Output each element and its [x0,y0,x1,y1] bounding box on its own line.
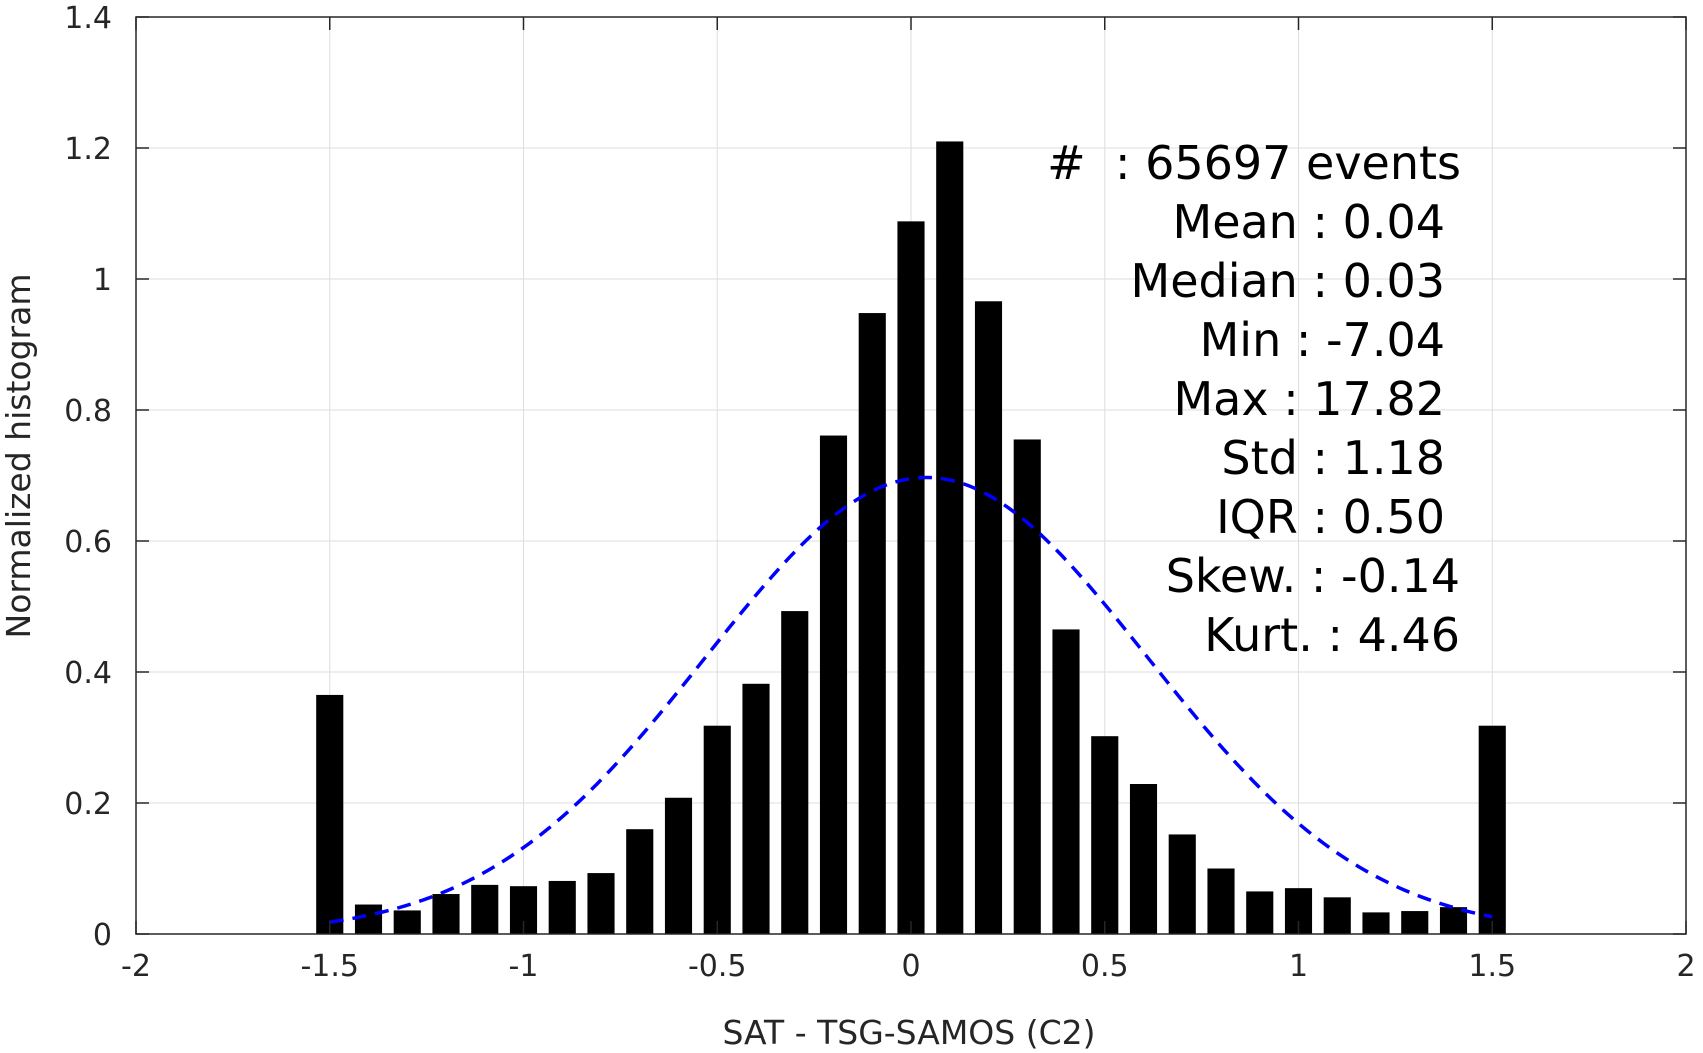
tick-labels: -2 -1.5 -1 -0.5 0 0.5 1 1.5 2 0 0.2 0.4 0.6 0.8 1 1.2 1.… [64,1,1695,984]
axes [135,16,1687,935]
histogram-bar [471,884,499,934]
y-axis-label: Normalized histogram [0,274,38,639]
x-tick-label: 1.5 [1468,949,1516,984]
histogram-bar [316,694,344,934]
x-tick-label: -1 [509,949,539,984]
histogram-bar [664,797,693,934]
stat-mean: Mean : 0.04 [1173,195,1446,249]
histogram-bar [897,221,925,935]
x-tick-label: -0.5 [688,949,747,984]
histogram-bar [742,683,770,934]
histogram-bar [1013,439,1041,934]
y-tick-label: 1.2 [64,132,112,167]
histogram-bar [587,873,615,934]
histogram-bar [1362,912,1390,934]
histogram-bar [354,904,383,934]
x-tick-label: -1.5 [300,949,359,984]
stat-std: Std : 1.18 [1221,431,1445,485]
histogram-bar [781,611,809,934]
x-tick-label: 0 [901,949,920,984]
y-tick-label: 1 [93,263,112,298]
x-tick-label: 2 [1676,949,1695,984]
y-tick-label: 0 [93,918,112,953]
stat-kurt: Kurt. : 4.46 [1204,608,1460,662]
histogram-bar [703,725,731,934]
stats-annotation: # : 65697 events Mean : 0.04 Median : 0.… [1047,136,1461,662]
histogram-bar [1401,911,1429,934]
histogram-bar [1052,629,1080,934]
y-tick-label: 0.4 [64,656,112,691]
y-tick-label: 1.4 [64,1,112,36]
y-tick-label: 0.8 [64,394,112,429]
stat-skew: Skew. : -0.14 [1166,549,1460,603]
y-tick-label: 0.6 [64,525,112,560]
stat-events: # : 65697 events [1047,136,1461,190]
bars [316,141,1506,935]
histogram-bar [393,910,421,934]
fit-curve [329,475,1493,924]
histogram-bar [1091,736,1119,934]
x-tick-label: -2 [121,949,151,984]
stat-max: Max : 17.82 [1173,372,1445,426]
histogram-bar [1207,868,1235,934]
histogram-bar [432,894,460,934]
histogram-bar [626,829,654,934]
x-tick-label: 0.5 [1081,949,1129,984]
histogram-bar [1129,784,1158,934]
x-axis-label: SAT - TSG-SAMOS (C2) [722,1013,1095,1052]
y-tick-label: 0.2 [64,787,112,822]
stat-min: Min : -7.04 [1200,313,1445,367]
histogram-bar [1478,725,1506,934]
histogram-bar [858,313,886,934]
histogram-bar [974,301,1003,934]
histogram-bar [548,880,576,934]
x-tick-label: 1 [1289,949,1308,984]
histogram-bar [1168,834,1196,934]
histogram-bar [1323,897,1351,934]
histogram-bar [1246,891,1274,934]
histogram-bar [936,141,964,934]
normal-fit-line [329,475,1493,924]
stat-median: Median : 0.03 [1131,254,1445,308]
histogram-bar [819,435,848,934]
stat-iqr: IQR : 0.50 [1216,490,1445,544]
